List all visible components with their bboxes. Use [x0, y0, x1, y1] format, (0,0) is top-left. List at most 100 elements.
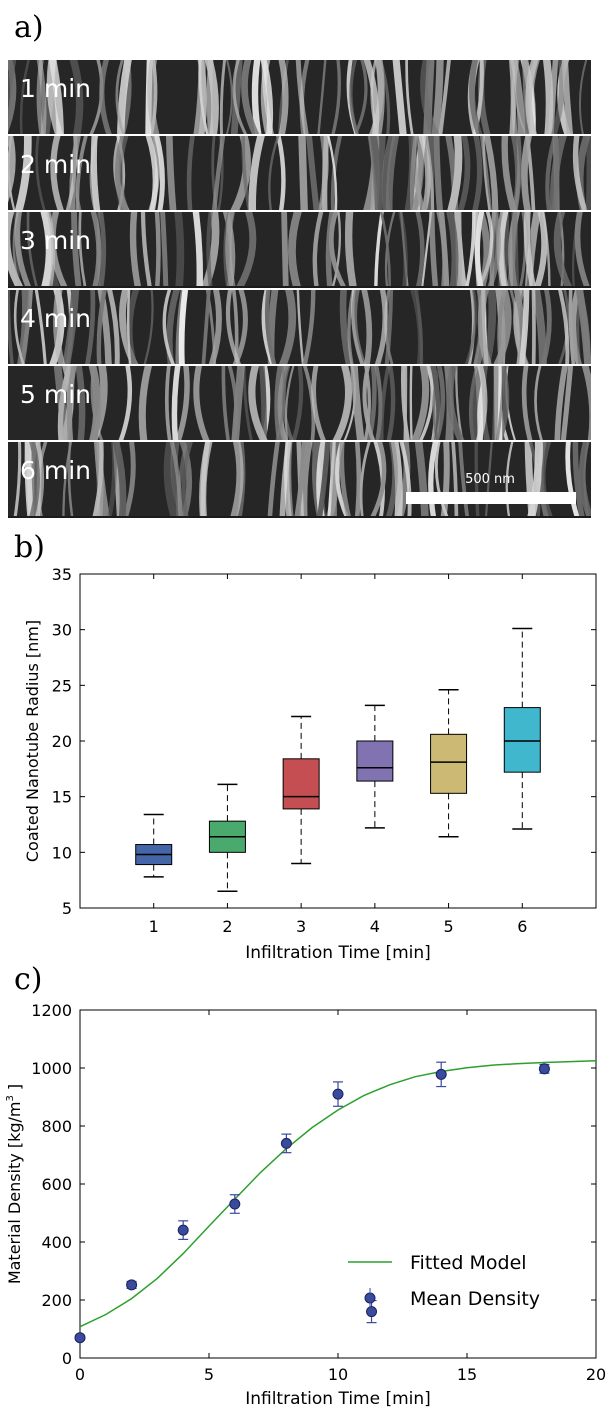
- nanotube-fiber: [230, 60, 243, 134]
- y-axis-label: Coated Nanotube Radius [nm]: [23, 620, 42, 862]
- nanotube-fiber: [67, 442, 74, 516]
- nanotube-fiber: [379, 212, 391, 286]
- mean-density-point: [177, 1224, 189, 1236]
- y-axis-label-superscript: 3: [5, 1095, 16, 1101]
- nanotube-fiber: [554, 366, 568, 440]
- nanotube-fiber: [339, 442, 351, 516]
- nanotube-fiber: [479, 136, 492, 210]
- nanotube-fiber: [568, 290, 576, 364]
- nanotube-fiber: [107, 442, 117, 516]
- nanotube-fiber: [219, 60, 227, 134]
- sem-strip: 1 min: [8, 60, 591, 134]
- nanotube-fiber: [251, 60, 262, 134]
- nanotube-fiber: [13, 442, 22, 516]
- nanotube-fiber: [88, 366, 102, 440]
- nanotube-fiber: [374, 366, 383, 440]
- nanotube-fiber: [75, 366, 86, 440]
- nanotube-fiber: [511, 212, 519, 286]
- nanotube-fiber: [78, 212, 87, 286]
- sem-texture: [8, 136, 591, 210]
- nanotube-fiber: [35, 136, 46, 210]
- nanotube-fiber: [367, 136, 378, 210]
- nanotube-fiber: [230, 442, 244, 516]
- sem-texture: [8, 290, 591, 364]
- nanotube-fiber: [69, 60, 84, 134]
- nanotube-fiber: [433, 136, 443, 210]
- nanotube-fiber: [198, 60, 209, 134]
- nanotube-fiber: [123, 442, 136, 516]
- nanotube-fiber: [451, 442, 459, 516]
- nanotube-fiber: [370, 442, 387, 516]
- nanotube-fiber: [578, 442, 591, 516]
- sem-texture: [8, 212, 591, 286]
- nanotube-fiber: [53, 366, 70, 440]
- panel-c-letter: c): [14, 962, 43, 997]
- strip-divider: [8, 288, 591, 290]
- y-tick-label: 30: [52, 621, 72, 640]
- scale-bar-label: 500 nm: [465, 472, 515, 487]
- y-tick-label: 5: [62, 899, 72, 918]
- strip-label: 4 min: [20, 304, 91, 333]
- nanotube-fiber: [474, 442, 480, 516]
- sem-strip: 2 min: [8, 136, 591, 210]
- nanotube-fiber: [487, 212, 501, 286]
- nanotube-fiber: [534, 366, 543, 440]
- nanotube-fiber: [548, 60, 559, 134]
- strip-divider: [8, 364, 591, 366]
- nanotube-fiber: [300, 442, 313, 516]
- nanotube-fiber: [381, 136, 396, 210]
- strip-label: 6 min: [20, 456, 91, 485]
- legend-label: Mean Density: [410, 1288, 540, 1310]
- sem-strip: 5 min: [8, 366, 591, 440]
- y-tick-label: 25: [52, 676, 72, 695]
- nanotube-fiber: [241, 60, 260, 134]
- nanotube-fiber: [211, 136, 226, 210]
- nanotube-fiber: [403, 366, 408, 440]
- nanotube-fiber: [409, 366, 413, 440]
- nanotube-fiber: [415, 212, 425, 286]
- sem-strip: 3 min: [8, 212, 591, 286]
- nanotube-fiber: [578, 60, 588, 134]
- nanotube-fiber: [165, 136, 177, 210]
- nanotube-fiber: [560, 366, 574, 440]
- nanotube-fiber: [423, 60, 435, 134]
- nanotube-fiber: [29, 442, 40, 516]
- nanotube-fiber: [572, 136, 588, 210]
- nanotube-fiber: [510, 60, 525, 134]
- nanotube-fiber: [225, 212, 236, 286]
- nanotube-fiber: [534, 212, 548, 286]
- mean-density-point: [435, 1068, 447, 1080]
- panel-b-letter: b): [14, 530, 45, 565]
- nanotube-fiber: [286, 442, 294, 516]
- nanotube-fiber: [585, 136, 591, 210]
- nanotube-fiber: [493, 290, 512, 364]
- nanotube-fiber: [284, 442, 292, 516]
- nanotube-fiber: [521, 136, 532, 210]
- nanotube-fiber: [418, 136, 431, 210]
- nanotube-fiber: [13, 290, 25, 364]
- density-chart: 0 200 400 600 800 1000 1200 0 5 10 15 20 Fitted Mode…: [5, 1001, 606, 1408]
- mean-density-point: [538, 1063, 550, 1075]
- y-tick-label: 35: [52, 565, 72, 584]
- y-tick-label: 1000: [31, 1059, 72, 1078]
- nanotube-fiber: [225, 290, 242, 364]
- nanotube-fiber: [186, 136, 195, 210]
- nanotube-fiber: [114, 136, 129, 210]
- nanotube-fiber: [574, 212, 590, 286]
- nanotube-fiber: [327, 136, 338, 210]
- nanotube-fiber: [317, 442, 331, 516]
- nanotube-fiber: [438, 212, 450, 286]
- nanotube-fiber: [248, 136, 265, 210]
- nanotube-fiber: [221, 366, 230, 440]
- nanotube-fiber: [126, 290, 132, 364]
- y-tick-label: 1200: [31, 1001, 72, 1020]
- nanotube-fiber: [19, 60, 30, 134]
- nanotube-fiber: [162, 290, 175, 364]
- nanotube-fiber: [92, 442, 104, 516]
- nanotube-fiber: [561, 60, 574, 134]
- mean-density-point: [366, 1306, 378, 1318]
- mean-density-point: [229, 1198, 241, 1210]
- nanotube-fiber: [399, 442, 412, 516]
- mean-density-point: [126, 1279, 138, 1291]
- box: [356, 740, 394, 782]
